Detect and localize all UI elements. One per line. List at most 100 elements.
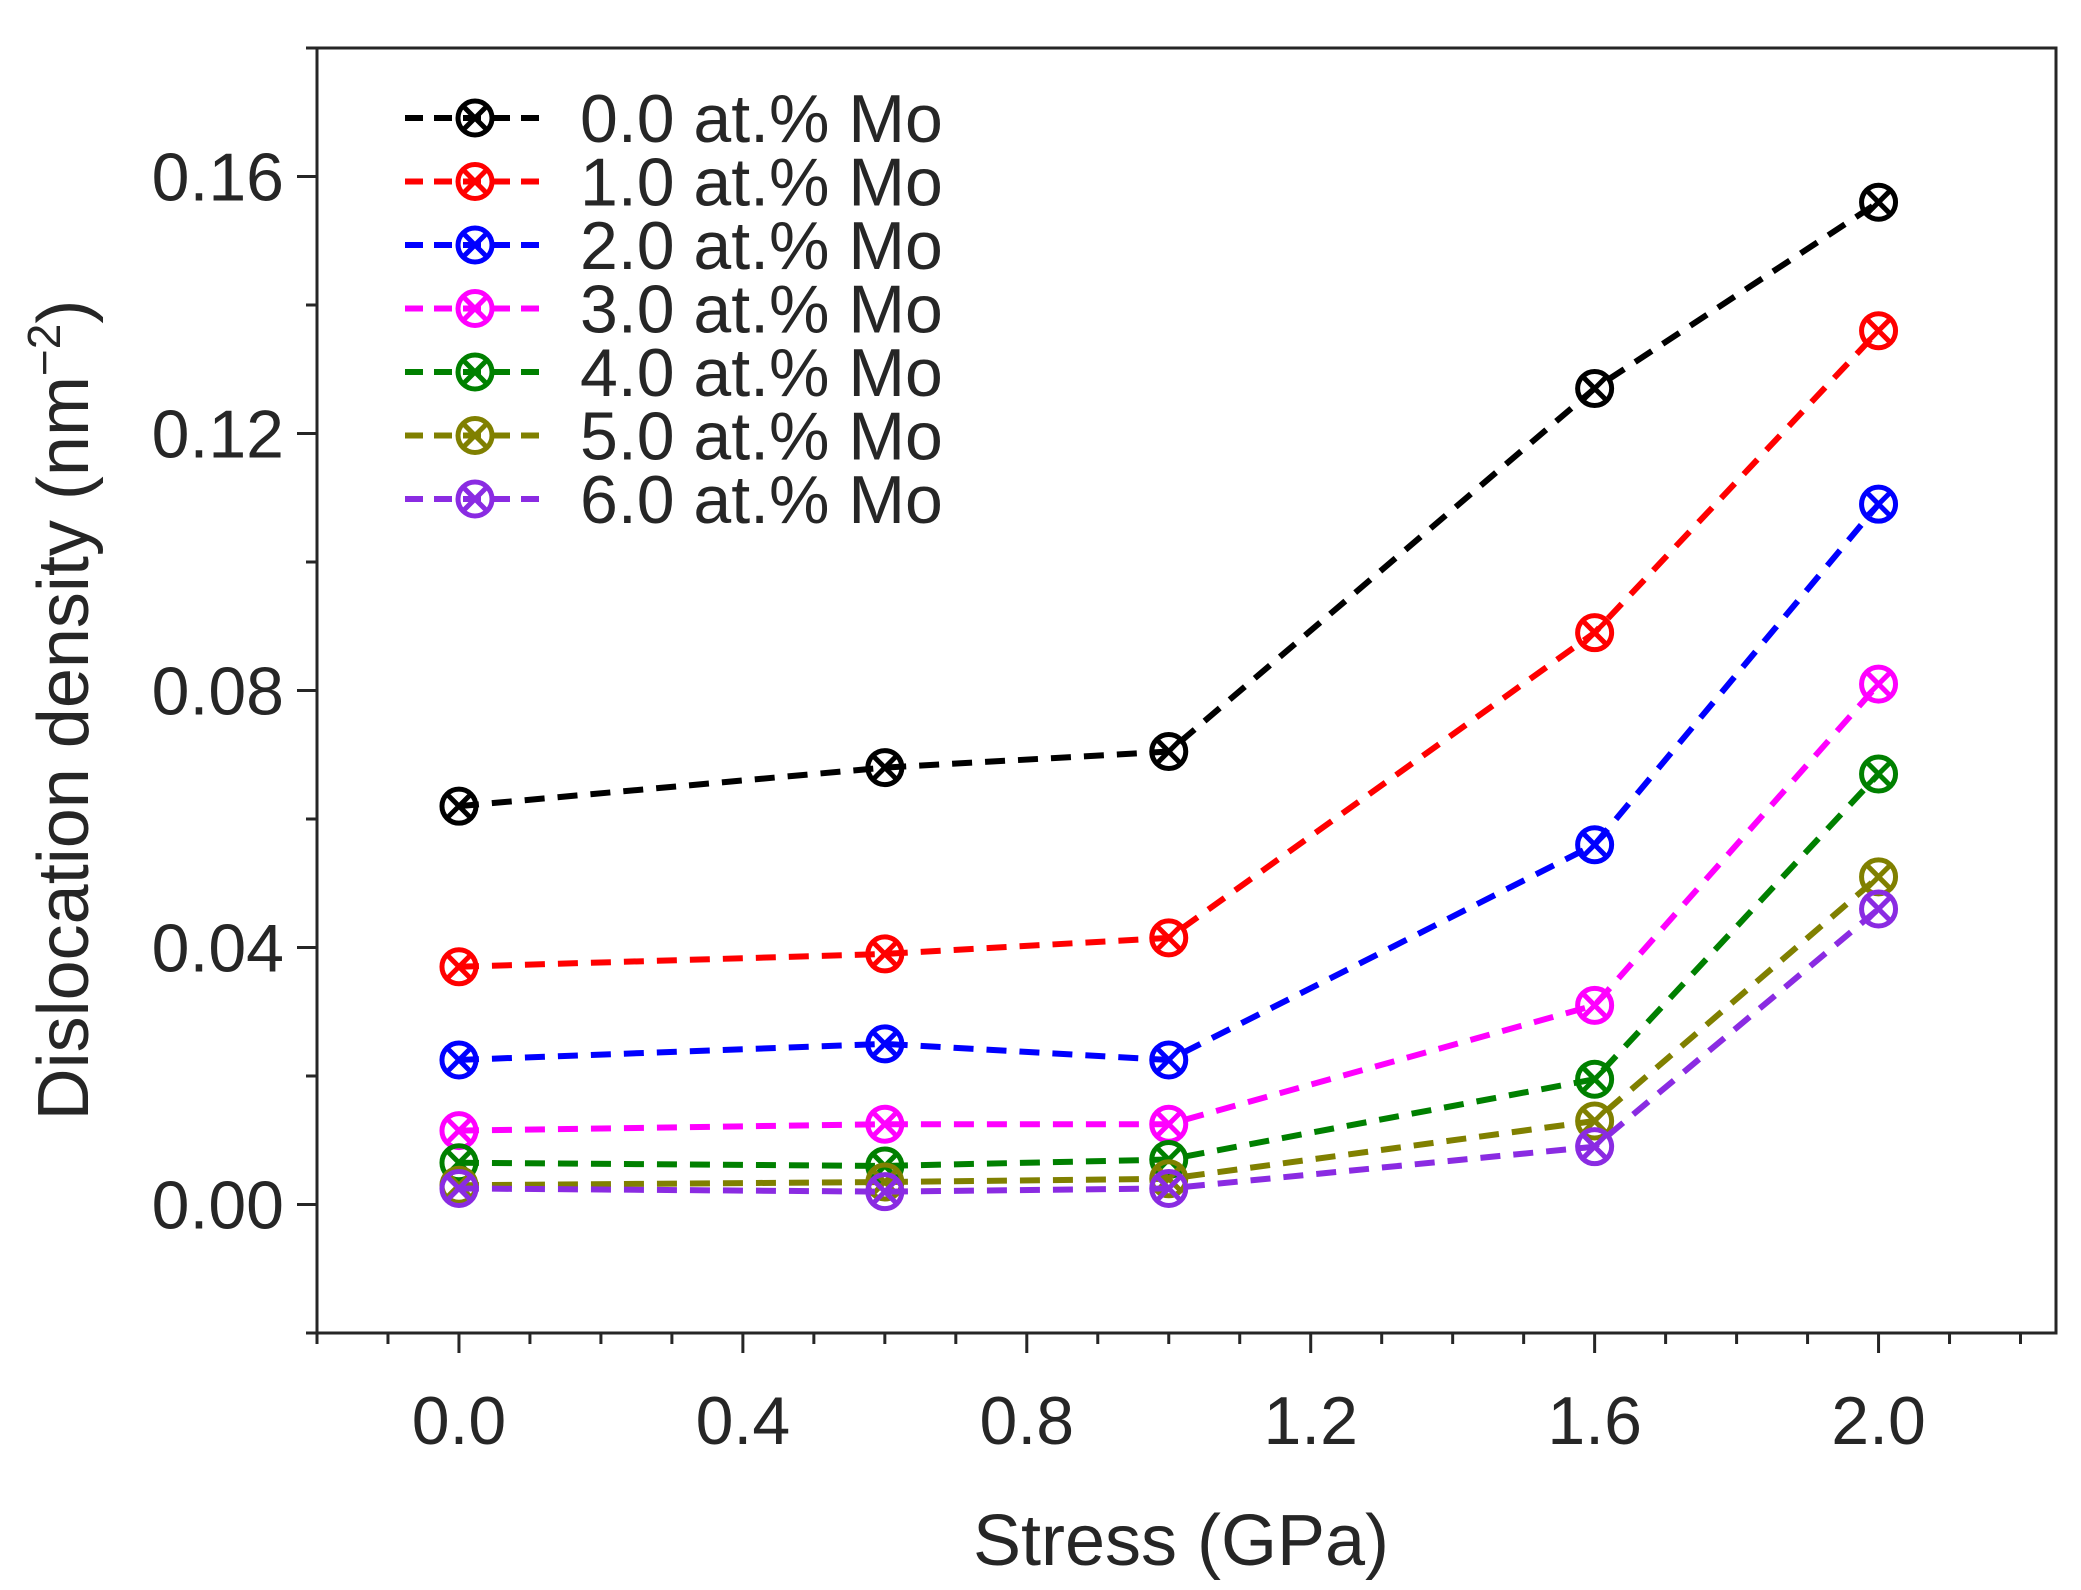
axes-layer: 0.0 0.4 0.8 1.2 1.6 2.0 0.00 0.04 0.08 0.12 0.16	[152, 46, 2058, 1459]
marker-circle	[1575, 825, 1615, 865]
data-point	[1149, 732, 1189, 772]
marker-cross	[445, 1116, 473, 1145]
data-point	[1149, 918, 1189, 958]
marker-cross	[1864, 490, 1893, 518]
series-layer	[439, 182, 1899, 1212]
data-point	[1149, 1168, 1189, 1208]
marker-circle	[1575, 1127, 1615, 1167]
marker-circle	[1149, 1040, 1189, 1080]
marker-circle	[1859, 664, 1899, 704]
data-point	[1575, 985, 1615, 1025]
marker-cross	[1864, 760, 1893, 788]
data-point	[439, 1168, 479, 1208]
marker-cross	[871, 1110, 899, 1138]
y-tick-label: 0.04	[152, 911, 284, 987]
series-6	[439, 889, 1899, 1212]
marker-cross	[461, 421, 489, 450]
marker-circle	[455, 416, 495, 455]
marker-cross	[1580, 1132, 1609, 1161]
marker-cross	[461, 167, 489, 196]
y-axis-title-close: )	[24, 300, 104, 324]
marker-cross	[445, 952, 473, 981]
series-5	[439, 857, 1899, 1205]
marker-cross	[461, 294, 489, 323]
data-point	[865, 1024, 905, 1064]
marker-cross	[461, 104, 489, 132]
marker-circle	[1149, 732, 1189, 772]
marker-cross	[1864, 670, 1893, 698]
legend-marker	[455, 479, 495, 519]
y-axis-title-exponent: −2	[18, 324, 70, 376]
legend-entry: 5.0 at.% Mo	[405, 399, 943, 475]
legend-entry: 4.0 at.% Mo	[405, 335, 943, 411]
data-point	[1575, 825, 1615, 865]
legend-entry: 3.0 at.% Mo	[405, 272, 943, 348]
y-tick-label: 0.16	[152, 140, 284, 216]
marker-circle	[865, 1172, 905, 1212]
marker-cross	[1154, 1174, 1183, 1203]
y-tick-label: 0.08	[152, 654, 284, 730]
marker-cross	[1154, 1046, 1183, 1074]
marker-cross	[1864, 863, 1893, 891]
data-point	[439, 947, 479, 987]
x-tick-label: 1.6	[1547, 1383, 1642, 1459]
marker-circle	[1859, 754, 1899, 794]
marker-circle	[1859, 182, 1899, 222]
y-axis-title-main: Dislocation density (nm	[24, 376, 104, 1120]
marker-circle	[1859, 311, 1899, 351]
data-point	[1575, 1127, 1615, 1167]
plot-frame	[315, 46, 2058, 1335]
legend-entry: 0.0 at.% Mo	[405, 81, 943, 157]
marker-cross	[1154, 924, 1183, 952]
x-tick-label: 0.4	[696, 1383, 791, 1459]
marker-circle	[455, 352, 495, 392]
legend-entry: 1.0 at.% Mo	[405, 145, 943, 221]
marker-circle	[455, 98, 495, 138]
legend-label: 5.0 at.% Mo	[580, 399, 943, 475]
marker-circle	[1575, 985, 1615, 1025]
marker-circle	[1859, 889, 1899, 929]
data-point	[1575, 1059, 1615, 1099]
marker-cross	[1154, 1110, 1183, 1138]
marker-cross	[461, 231, 489, 259]
marker-cross	[461, 485, 489, 513]
legend-marker	[455, 352, 495, 392]
series-4	[439, 754, 1899, 1186]
data-point	[1859, 664, 1899, 704]
series-2	[439, 484, 1899, 1080]
marker-circle	[1575, 1059, 1615, 1099]
legend-marker	[455, 225, 495, 265]
marker-circle	[1575, 369, 1615, 409]
x-tick-label: 1.2	[1263, 1383, 1358, 1459]
legend-label: 0.0 at.% Mo	[580, 81, 943, 157]
marker-circle	[1859, 484, 1899, 524]
x-axis-title: Stress (GPa)	[973, 1501, 1389, 1581]
marker-cross	[871, 753, 899, 782]
marker-circle	[1149, 1159, 1189, 1199]
marker-cross	[445, 1174, 473, 1203]
marker-cross	[1580, 1065, 1609, 1093]
data-point	[1575, 369, 1615, 409]
marker-circle	[865, 748, 905, 788]
marker-circle	[439, 786, 479, 826]
data-point	[1575, 613, 1615, 653]
legend-label: 4.0 at.% Mo	[580, 335, 943, 411]
series-line	[458, 502, 1881, 1063]
y-tick-label: 0.00	[152, 1168, 284, 1244]
data-point	[865, 1104, 905, 1144]
series-1	[439, 311, 1899, 987]
marker-circle	[455, 162, 495, 201]
x-tick-label: 2.0	[1831, 1383, 1926, 1459]
marker-circle	[865, 1024, 905, 1064]
legend-label: 2.0 at.% Mo	[580, 208, 943, 284]
marker-cross	[445, 1046, 473, 1074]
marker-circle	[439, 1040, 479, 1080]
marker-circle	[1149, 918, 1189, 958]
data-point	[439, 786, 479, 826]
marker-cross	[1864, 895, 1893, 923]
marker-cross	[461, 358, 489, 386]
legend-entry: 2.0 at.% Mo	[405, 208, 943, 284]
legend-entry: 6.0 at.% Mo	[405, 462, 943, 538]
series-0	[439, 182, 1899, 826]
marker-cross	[871, 1177, 899, 1206]
